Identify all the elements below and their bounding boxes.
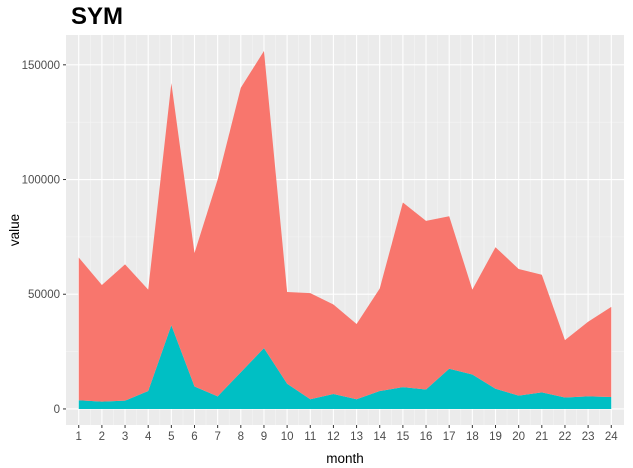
x-tick-label: 6	[191, 431, 197, 443]
x-tick-label: 10	[281, 431, 294, 443]
x-tick-label: 5	[168, 431, 174, 443]
x-tick-label: 4	[145, 431, 152, 443]
x-tick-label: 15	[396, 431, 409, 443]
x-tick-label: 23	[582, 431, 595, 443]
x-tick-label: 24	[605, 431, 618, 443]
y-axis: 0 50000 100000 150000	[22, 60, 66, 416]
x-tick-label: 14	[373, 431, 386, 443]
y-tick-label: 0	[54, 404, 60, 416]
x-tick-label: 12	[327, 431, 340, 443]
area-series-1	[78, 325, 612, 409]
y-tick-label: 50000	[28, 289, 60, 301]
x-tick-label: 9	[261, 431, 267, 443]
y-tick-label: 100000	[22, 175, 60, 187]
x-tick-label: 3	[122, 431, 128, 443]
y-axis-title: value	[7, 214, 22, 246]
x-tick-label: 7	[214, 431, 220, 443]
x-tick-label: 18	[466, 431, 479, 443]
x-tick-label: 20	[512, 431, 525, 443]
chart-title: SYM	[71, 3, 124, 30]
x-tick-label: 19	[489, 431, 502, 443]
x-tick-label: 21	[535, 431, 548, 443]
x-tick-label: 17	[443, 431, 456, 443]
x-tick-label: 1	[76, 431, 82, 443]
x-axis: 1 2 3 4 5 6 7 8 9 10 11 12 13 14 15 16 17 18 19 20 21 22 23 24	[76, 425, 618, 443]
x-tick-label: 8	[238, 431, 244, 443]
x-tick-label: 2	[99, 431, 105, 443]
x-tick-label: 13	[350, 431, 363, 443]
x-tick-label: 16	[420, 431, 433, 443]
x-tick-label: 22	[559, 431, 572, 443]
area-series	[78, 51, 612, 409]
x-axis-title: month	[326, 451, 364, 466]
y-tick-label: 150000	[22, 60, 60, 72]
x-tick-label: 11	[304, 431, 316, 443]
area-series-2	[78, 51, 612, 402]
